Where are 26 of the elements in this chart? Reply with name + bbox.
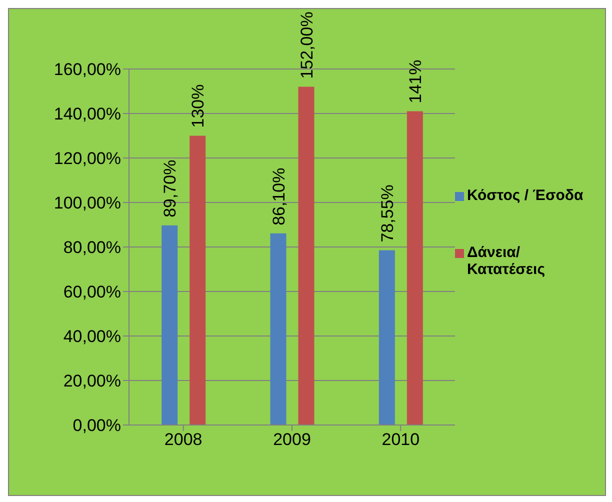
bar [406, 111, 423, 425]
data-label: 89,70% [160, 160, 180, 218]
legend-label: Δάνεια/ Κατατέσεις [467, 244, 546, 278]
bar [190, 136, 206, 425]
legend-label: Κόστος / Έσοδα [467, 186, 584, 204]
x-tick-label: 2010 [382, 430, 420, 450]
y-tick-label: 160,00% [54, 60, 121, 80]
bar [162, 225, 178, 425]
y-tick-label: 140,00% [54, 104, 121, 124]
data-label: 152,00% [297, 12, 316, 79]
y-tick-label: 100,00% [54, 194, 121, 213]
bar [270, 233, 286, 425]
data-label: 78,55% [378, 184, 397, 242]
data-label: 141% [406, 60, 425, 104]
data-label: 86,10% [269, 168, 288, 226]
y-tick-label: 0,00% [72, 416, 121, 436]
y-tick-label: 40,00% [63, 327, 121, 346]
y-tick-label: 120,00% [54, 149, 121, 168]
bar [298, 86, 314, 425]
y-tick-label: 60,00% [63, 282, 121, 302]
bar [378, 250, 395, 425]
y-tick-label: 20,00% [63, 372, 121, 391]
x-tick-label: 2009 [273, 430, 311, 450]
y-tick-label: 80,00% [63, 238, 121, 258]
data-label: 130% [188, 84, 208, 128]
x-tick-label: 2008 [164, 430, 202, 450]
